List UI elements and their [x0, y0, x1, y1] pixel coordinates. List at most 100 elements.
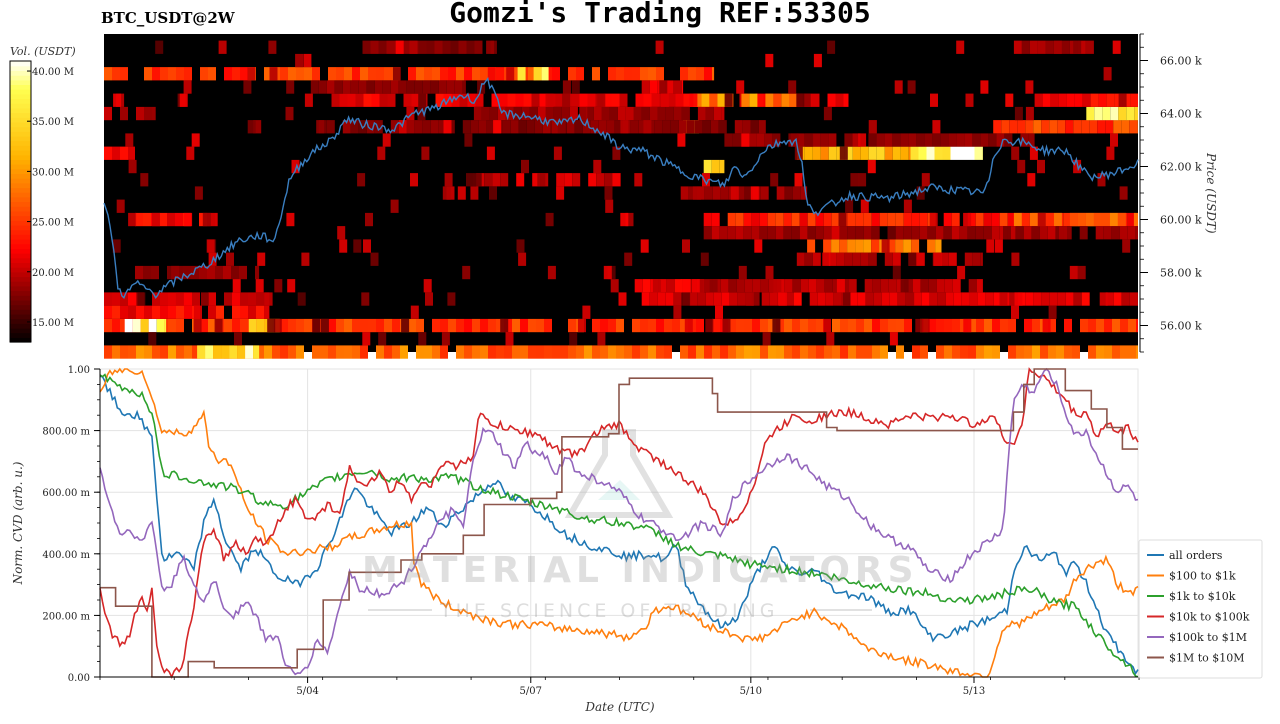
heatmap-cell — [944, 226, 952, 239]
colorbar-segment — [10, 300, 31, 305]
heatmap-cell — [1014, 213, 1022, 226]
colorbar-segment — [10, 113, 31, 118]
heatmap-cell — [1120, 319, 1128, 332]
heatmap-cell — [728, 213, 736, 226]
heatmap-cell — [922, 173, 930, 186]
heatmap-cell — [474, 107, 482, 120]
heatmap-cell — [640, 345, 648, 358]
heatmap-cell — [112, 147, 120, 160]
heatmap-cell — [752, 213, 760, 226]
heatmap-cell — [287, 279, 295, 292]
heatmap-cell — [367, 80, 375, 93]
heatmap-cell — [805, 133, 813, 146]
heatmap-cell — [785, 279, 793, 292]
heatmap-cell — [673, 306, 681, 319]
heatmap-cell — [143, 266, 151, 279]
heatmap-cell — [1078, 213, 1086, 226]
heatmap-cell — [954, 292, 962, 305]
heatmap-cell — [1028, 133, 1034, 146]
heatmap-cell — [812, 133, 820, 146]
heatmap-cell — [824, 226, 832, 239]
heatmap-cell — [1015, 107, 1023, 120]
heatmap-cell — [761, 186, 769, 199]
heatmap-cell — [889, 279, 897, 292]
heatmap-cell — [401, 319, 409, 332]
heatmap-cell — [534, 67, 542, 80]
colorbar-segment — [10, 333, 31, 338]
heatmap-cell — [255, 266, 259, 279]
heatmap-cell — [770, 173, 778, 186]
colorbar-segment — [10, 155, 31, 160]
heatmap-cell — [600, 345, 608, 358]
heatmap-cell — [813, 147, 821, 160]
heatmap-cell — [903, 239, 911, 252]
colorbar-tick-label: 30.00 M — [32, 167, 74, 178]
heatmap-cell — [908, 253, 916, 266]
heatmap-cell — [853, 147, 861, 160]
heatmap-cell — [964, 133, 972, 146]
heatmap-cell — [1016, 345, 1024, 358]
heatmap-cell — [518, 67, 526, 80]
heatmap-cell — [616, 67, 624, 80]
heatmap-cell — [359, 80, 367, 93]
heatmap-cell — [956, 41, 964, 54]
heatmap-cell — [152, 107, 156, 120]
heatmap-cell — [1030, 147, 1038, 160]
heatmap-cell — [1134, 107, 1138, 120]
heatmap-cell — [295, 54, 303, 67]
heatmap-cell — [240, 306, 248, 319]
heatmap-cell — [233, 279, 241, 292]
heatmap-cell — [128, 147, 135, 160]
colorbar-segment — [10, 173, 31, 178]
heatmap-cell — [984, 319, 992, 332]
heatmap-cell — [440, 67, 448, 80]
heatmap-cell — [408, 67, 416, 80]
heatmap-cell — [117, 200, 125, 213]
colorbar-segment — [10, 281, 31, 286]
heatmap-cell — [608, 67, 616, 80]
heatmap-cell — [848, 213, 856, 226]
heatmap-cell — [344, 345, 352, 358]
heatmap-cell — [112, 292, 120, 305]
heatmap-cell — [219, 41, 227, 54]
heatmap-cell — [936, 226, 944, 239]
heatmap-cell — [1122, 239, 1130, 252]
heatmap-cell — [524, 94, 532, 107]
cvd-y-tick-label: 400.00 m — [42, 550, 90, 561]
heatmap-cell — [1062, 41, 1070, 54]
heatmap-cell — [112, 345, 120, 358]
heatmap-cell — [392, 319, 400, 332]
colorbar-segment — [10, 131, 31, 136]
heatmap-cell — [720, 226, 728, 239]
heatmap-cell — [908, 133, 916, 146]
heatmap-cell — [332, 94, 340, 107]
colorbar-segment — [10, 183, 31, 188]
heatmap-cell — [744, 319, 752, 332]
heatmap-cell — [1065, 120, 1073, 133]
heatmap-cell — [765, 54, 773, 67]
heatmap-cell — [319, 80, 327, 93]
heatmap-cell — [1050, 292, 1058, 305]
heatmap-cell — [1128, 345, 1136, 358]
heatmap-cell — [1134, 213, 1138, 226]
heatmap-cell — [682, 292, 690, 305]
heatmap-cell — [880, 345, 888, 358]
heatmap-cell — [1032, 345, 1040, 358]
heatmap-cell — [1049, 306, 1057, 319]
heatmap-cell — [935, 239, 941, 252]
heatmap-cell — [751, 186, 759, 199]
heatmap-cell — [656, 41, 664, 54]
heatmap-cell — [820, 133, 828, 146]
heatmap-cell — [416, 67, 424, 80]
heatmap-cell — [712, 213, 720, 226]
heatmap-cell — [920, 345, 928, 358]
heatmap-cell — [1113, 120, 1121, 133]
heatmap-cell — [459, 41, 467, 54]
colorbar-segment — [10, 75, 31, 80]
heatmap-cell — [784, 345, 792, 358]
heatmap-cell — [952, 226, 960, 239]
heatmap-cell — [936, 319, 944, 332]
heatmap-cell — [881, 279, 889, 292]
heatmap-cell — [935, 147, 943, 160]
heatmap-cell — [316, 120, 324, 133]
